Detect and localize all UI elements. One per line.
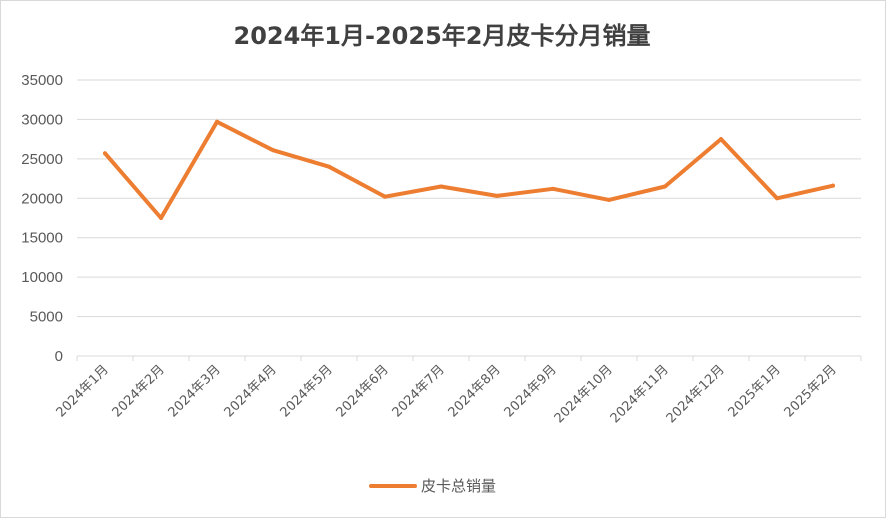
series-layer (103, 119, 835, 220)
x-tick-label: 2024年10月 (552, 362, 616, 426)
series-line-0[interactable] (103, 119, 835, 220)
legend-label[interactable]: 皮卡总销量 (421, 477, 496, 495)
y-tick-label: 35000 (21, 72, 63, 89)
y-tick-label: 5000 (30, 309, 63, 326)
x-tick-label: 2024年6月 (334, 362, 392, 420)
legend: 皮卡总销量 (369, 477, 496, 495)
x-tick-label: 2024年5月 (278, 362, 336, 420)
x-axis: 2024年1月2024年2月2024年3月2024年4月2024年5月2024年… (54, 355, 862, 426)
data-point[interactable] (663, 184, 667, 189)
chart-title: 2024年1月-2025年2月皮卡分月销量 (233, 22, 651, 50)
y-tick-label: 25000 (21, 151, 63, 168)
x-tick-label: 2024年7月 (390, 362, 448, 420)
data-point[interactable] (327, 164, 331, 169)
data-point[interactable] (719, 137, 723, 142)
x-tick-label: 2024年1月 (54, 362, 112, 420)
data-point[interactable] (159, 216, 163, 220)
data-point[interactable] (215, 119, 219, 124)
data-point[interactable] (495, 193, 499, 198)
data-point[interactable] (775, 196, 779, 201)
x-tick-label: 2024年8月 (446, 362, 504, 420)
x-tick-label: 2024年3月 (166, 362, 224, 420)
y-tick-label: 10000 (21, 269, 63, 286)
gridlines (77, 79, 861, 318)
data-point[interactable] (103, 151, 107, 156)
y-tick-label: 20000 (21, 190, 63, 207)
x-tick-label: 2025年2月 (782, 362, 840, 420)
data-point[interactable] (383, 194, 387, 199)
data-point[interactable] (439, 184, 443, 189)
data-point[interactable] (271, 148, 275, 153)
data-point[interactable] (607, 197, 611, 202)
x-tick-label: 2025年1月 (726, 362, 784, 420)
y-tick-label: 15000 (21, 230, 63, 247)
y-axis: 0 5000 10000 15000 20000 25000 30000 35000 (21, 72, 63, 365)
x-tick-label: 2024年2月 (110, 362, 168, 420)
x-tick-label: 2024年12月 (664, 362, 728, 426)
data-point[interactable] (831, 183, 835, 188)
x-tick-label: 2024年4月 (222, 362, 280, 420)
data-point[interactable] (551, 186, 555, 191)
x-tick-label: 2024年11月 (608, 362, 672, 426)
x-tick-label: 2024年9月 (502, 362, 560, 420)
y-tick-label: 0 (55, 348, 63, 365)
y-tick-label: 30000 (21, 111, 63, 128)
